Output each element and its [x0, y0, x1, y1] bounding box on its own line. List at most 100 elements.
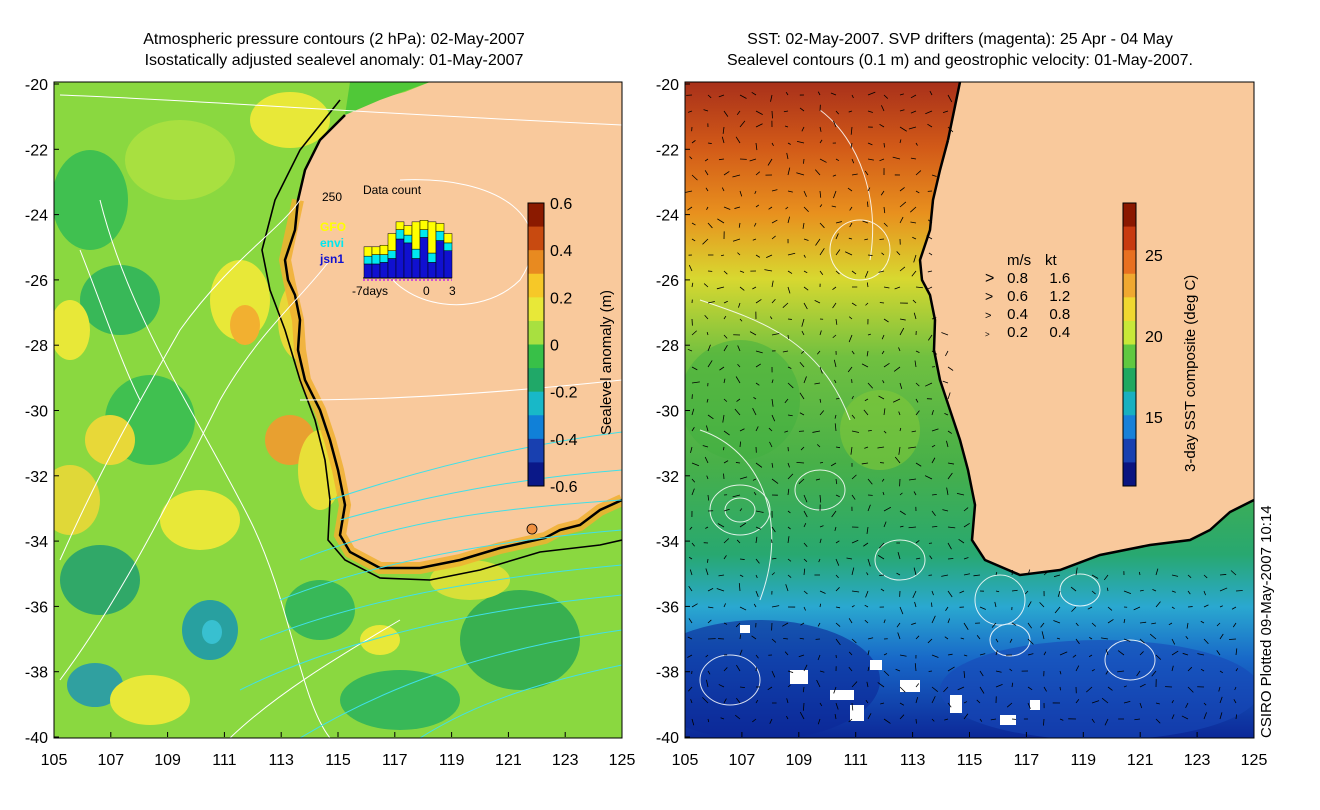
velocity-arrow: [723, 315, 727, 320]
velocity-arrow: [707, 619, 712, 624]
velocity-arrow: [690, 446, 693, 454]
velocity-arrow: [817, 718, 821, 725]
velocity-arrow: [963, 701, 968, 704]
velocity-arrow: [864, 398, 869, 402]
velocity-arrow: [867, 158, 874, 161]
velocity-arrow: [723, 206, 731, 210]
velocity-arrow: [691, 238, 696, 242]
data-count-bar-jsn1: [379, 262, 389, 279]
velocity-arrow: [768, 206, 773, 210]
velocity-arrow: [771, 638, 777, 643]
velocity-arrow: [832, 302, 837, 309]
colorbar-swatch: [1123, 462, 1136, 487]
velocity-arrow: [910, 157, 917, 160]
velocity-arrow: [883, 222, 888, 227]
velocity-arrow: [1091, 622, 1097, 627]
velocity-arrow: [931, 615, 936, 624]
velocity-arrow: [785, 206, 789, 210]
velocity-arrow: [931, 350, 938, 355]
velocity-arrow: [914, 663, 917, 672]
velocity-arrow: [1218, 686, 1221, 692]
velocity-arrow: [723, 508, 730, 512]
velocity-arrow: [867, 504, 871, 512]
velocity-arrow: [1123, 618, 1126, 624]
velocity-arrow: [771, 379, 774, 384]
colorbar-swatch: [1123, 344, 1136, 369]
velocity-arrow: [771, 572, 775, 576]
velocity-arrow: [767, 158, 773, 166]
velocity-arrow: [785, 584, 789, 592]
velocity-arrow: [755, 510, 764, 513]
velocity-arrow: [1105, 649, 1109, 656]
velocity-arrow: [835, 558, 840, 566]
velocity-arrow: [834, 379, 837, 384]
velocity-arrow: [718, 158, 725, 161]
velocity-arrow: [926, 235, 933, 240]
velocity-arrow: [1040, 622, 1045, 628]
velocity-arrow: [1200, 668, 1205, 672]
velocity-arrow: [720, 717, 725, 720]
velocity-arrow: [769, 718, 773, 724]
velocity-row-4-kt: 0.4: [1049, 324, 1071, 341]
velocity-arrow: [915, 557, 921, 560]
data-count-bar-jsn1: [403, 242, 413, 279]
velocity-arrow: [771, 398, 774, 407]
colorbar-tick-label: 15: [1145, 410, 1163, 427]
velocity-arrow: [1203, 638, 1209, 645]
velocity-arrow: [723, 270, 728, 275]
velocity-arrow: [899, 93, 904, 96]
velocity-arrow: [771, 219, 778, 224]
velocity-arrow: [1235, 648, 1238, 656]
velocity-arrow: [705, 654, 709, 658]
colorbar-swatch: [1123, 250, 1136, 275]
velocity-arrow: [1075, 622, 1079, 627]
velocity-arrow: [913, 312, 917, 320]
data-count-bar-gfo: [435, 223, 445, 232]
colorbar-tick-label: 0.6: [550, 196, 572, 213]
velocity-arrow: [1075, 638, 1080, 645]
velocity-arrow: [784, 430, 789, 433]
velocity-arrow: [739, 634, 742, 640]
velocity-arrow: [1171, 699, 1174, 704]
velocity-arrow: [851, 430, 860, 433]
velocity-arrow: [737, 252, 741, 256]
velocity-arrow: [720, 254, 725, 257]
velocity-arrow: [783, 110, 789, 113]
velocity-arrow: [1039, 602, 1045, 608]
velocity-arrow: [991, 622, 997, 628]
left-colorbar-label: Sealevel anomaly (m): [598, 289, 615, 435]
velocity-arrow: [1027, 622, 1032, 629]
velocity-arrow: [851, 270, 857, 275]
data-count-xlabel-zero: 0: [423, 284, 430, 298]
velocity-arrow: [736, 110, 741, 116]
velocity-arrow: [947, 666, 955, 672]
velocity-arrow: [834, 526, 837, 531]
velocity-arrow: [819, 270, 824, 275]
velocity-arrow: [897, 552, 901, 560]
velocity-arrow: [931, 525, 938, 528]
velocity-arrow: [691, 408, 695, 416]
velocity-arrow: [1151, 670, 1157, 677]
velocity-arrow: [796, 461, 805, 464]
velocity-arrow: [751, 635, 757, 640]
velocity-arrow: [963, 622, 969, 630]
legend-gfo: GFO: [320, 220, 346, 234]
velocity-arrow: [833, 120, 837, 128]
velocity-arrow: [817, 444, 821, 448]
velocity-arrow: [929, 90, 933, 96]
velocity-arrow: [798, 654, 805, 658]
velocity-arrow: [910, 110, 917, 114]
velocity-row-4: > 0.2 0.4: [985, 324, 1070, 341]
velocity-arrow: [705, 568, 709, 576]
velocity-arrow: [755, 254, 761, 258]
velocity-arrow: [910, 206, 917, 213]
velocity-arrow: [851, 173, 858, 176]
velocity-arrow: [899, 216, 904, 224]
velocity-arrow: [835, 158, 840, 162]
velocity-arrow: [736, 539, 741, 544]
velocity-arrow: [707, 670, 711, 675]
velocity-arrow: [947, 126, 954, 133]
velocity-arrow: [947, 94, 953, 103]
velocity-arrow: [816, 350, 821, 355]
velocity-arrow: [945, 606, 949, 611]
